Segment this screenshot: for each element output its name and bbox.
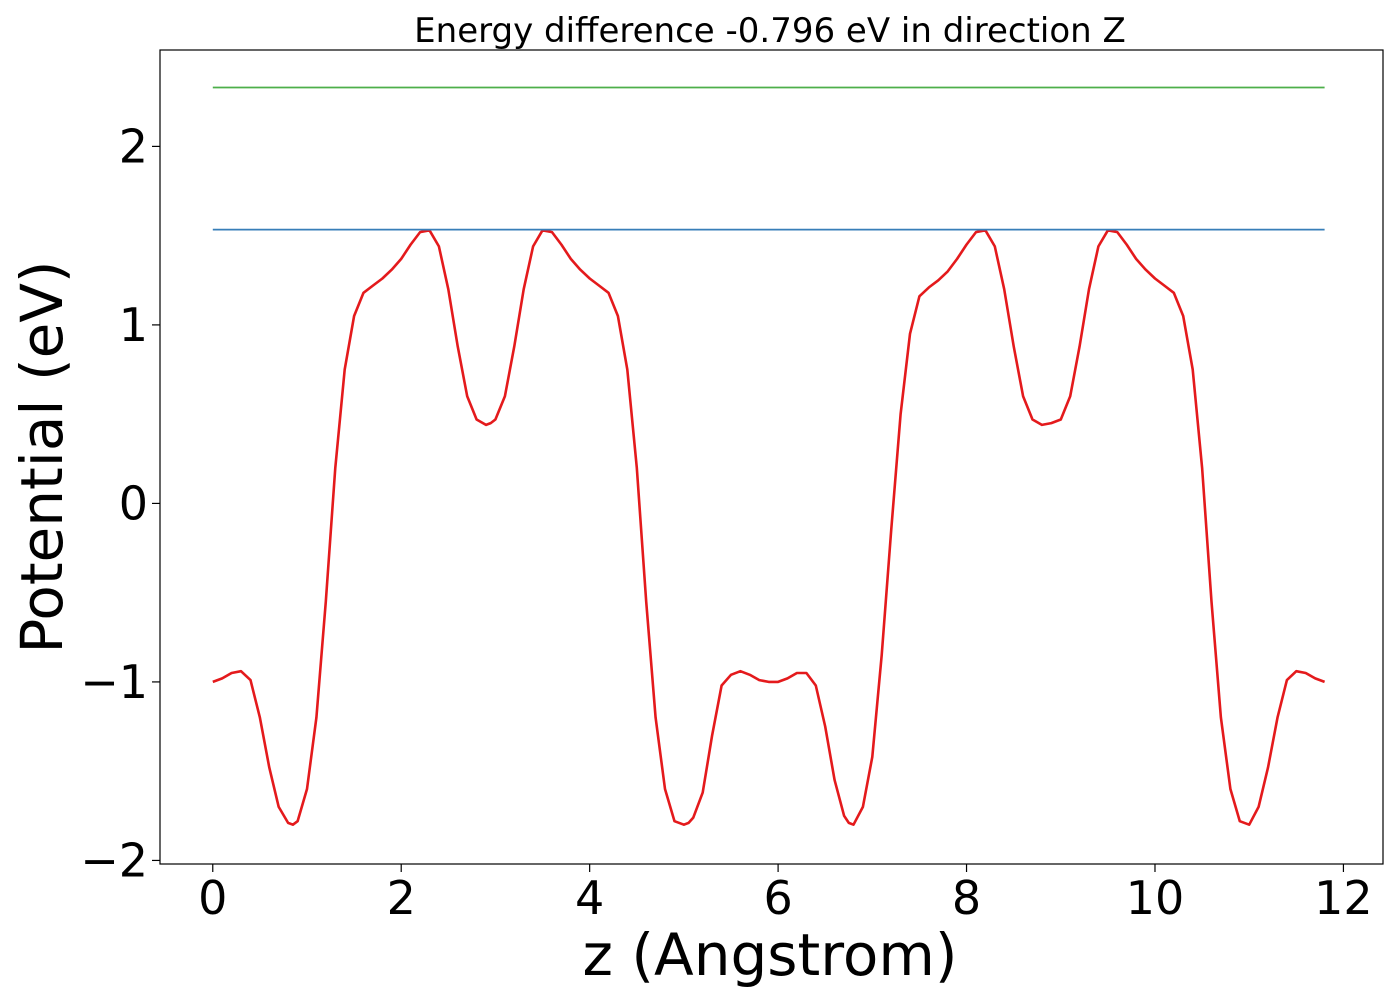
x-tick-label: 12 [1314, 871, 1373, 925]
x-tick-label: 4 [575, 871, 604, 925]
x-tick-label: 6 [763, 871, 792, 925]
x-axis-label: z (Angstrom) [583, 921, 958, 989]
y-tick-label: −2 [80, 833, 148, 887]
y-axis-label: Potential (eV) [8, 260, 76, 653]
y-tick-label: 0 [119, 476, 148, 530]
y-tick-label: 2 [119, 119, 148, 173]
y-tick-label: −1 [80, 655, 148, 709]
x-tick-label: 2 [387, 871, 416, 925]
chart-title: Energy difference -0.796 eV in direction… [414, 11, 1126, 51]
plot-area-frame [159, 49, 1384, 865]
y-tick-label: 1 [119, 298, 148, 352]
x-tick-label: 0 [198, 871, 227, 925]
series-line-1 [212, 229, 1326, 826]
x-tick-label: 10 [1126, 871, 1185, 925]
series-layer [212, 86, 1326, 826]
x-tick-label: 8 [952, 871, 981, 925]
